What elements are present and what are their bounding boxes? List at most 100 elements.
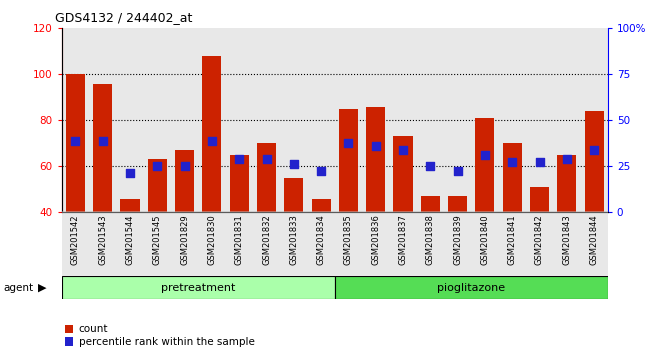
Point bbox=[98, 138, 108, 144]
Bar bbox=[62, 211, 89, 285]
Text: GSM201837: GSM201837 bbox=[398, 214, 408, 265]
Text: GSM201830: GSM201830 bbox=[207, 214, 216, 265]
Point bbox=[207, 138, 217, 144]
Text: GSM201831: GSM201831 bbox=[235, 214, 244, 265]
Bar bbox=[499, 28, 526, 212]
Bar bbox=[335, 28, 362, 212]
Point bbox=[343, 141, 354, 146]
Text: GSM201543: GSM201543 bbox=[98, 214, 107, 265]
Bar bbox=[362, 211, 389, 285]
Point bbox=[179, 164, 190, 169]
Bar bbox=[553, 28, 580, 212]
Point bbox=[125, 171, 135, 176]
Bar bbox=[144, 28, 171, 212]
Bar bbox=[584, 111, 604, 212]
Text: GSM201844: GSM201844 bbox=[590, 214, 599, 265]
Bar bbox=[257, 143, 276, 212]
Bar bbox=[417, 28, 444, 212]
Bar bbox=[366, 107, 385, 212]
Bar bbox=[526, 28, 553, 212]
Bar bbox=[580, 28, 608, 212]
Bar bbox=[66, 74, 85, 212]
Bar bbox=[148, 159, 167, 212]
Bar bbox=[307, 211, 335, 285]
Bar bbox=[417, 211, 444, 285]
Point bbox=[507, 159, 517, 165]
Bar bbox=[475, 118, 495, 212]
Bar bbox=[253, 28, 280, 212]
Bar bbox=[89, 211, 116, 285]
Point bbox=[316, 168, 326, 174]
Point bbox=[289, 161, 299, 167]
Point bbox=[480, 152, 490, 158]
Bar bbox=[284, 178, 304, 212]
Bar bbox=[93, 84, 112, 212]
Text: pioglitazone: pioglitazone bbox=[437, 282, 505, 293]
Bar bbox=[175, 150, 194, 212]
Bar bbox=[389, 211, 417, 285]
Legend: count, percentile rank within the sample: count, percentile rank within the sample bbox=[60, 320, 259, 351]
Bar bbox=[144, 211, 171, 285]
Bar bbox=[116, 28, 144, 212]
Bar bbox=[120, 199, 140, 212]
Point bbox=[398, 148, 408, 153]
Text: GSM201838: GSM201838 bbox=[426, 214, 435, 265]
Bar bbox=[335, 276, 608, 299]
Point bbox=[70, 138, 81, 144]
Point bbox=[562, 156, 572, 162]
Bar bbox=[339, 109, 358, 212]
Bar bbox=[307, 28, 335, 212]
Bar bbox=[530, 187, 549, 212]
Bar bbox=[198, 211, 226, 285]
Point bbox=[152, 164, 162, 169]
Point bbox=[370, 143, 381, 149]
Bar bbox=[311, 199, 331, 212]
Bar bbox=[198, 28, 226, 212]
Text: GSM201840: GSM201840 bbox=[480, 214, 489, 265]
Bar bbox=[421, 196, 440, 212]
Bar bbox=[471, 28, 499, 212]
Text: GSM201836: GSM201836 bbox=[371, 214, 380, 265]
Bar bbox=[62, 28, 89, 212]
Point bbox=[425, 164, 436, 169]
Text: GSM201842: GSM201842 bbox=[535, 214, 544, 265]
Text: ▶: ▶ bbox=[38, 282, 46, 293]
Bar bbox=[526, 211, 553, 285]
Text: GSM201832: GSM201832 bbox=[262, 214, 271, 265]
Point bbox=[234, 156, 244, 162]
Text: GSM201833: GSM201833 bbox=[289, 214, 298, 265]
Text: GDS4132 / 244402_at: GDS4132 / 244402_at bbox=[55, 11, 192, 24]
Text: pretreatment: pretreatment bbox=[161, 282, 235, 293]
Point bbox=[534, 159, 545, 165]
Text: agent: agent bbox=[3, 282, 33, 293]
Bar bbox=[253, 211, 280, 285]
Bar bbox=[557, 155, 577, 212]
Bar bbox=[226, 28, 253, 212]
Bar bbox=[89, 28, 116, 212]
Bar bbox=[226, 211, 253, 285]
Point bbox=[452, 168, 463, 174]
Text: GSM201829: GSM201829 bbox=[180, 214, 189, 265]
Text: GSM201544: GSM201544 bbox=[125, 214, 135, 265]
Bar bbox=[499, 211, 526, 285]
Point bbox=[261, 156, 272, 162]
Bar bbox=[448, 196, 467, 212]
Bar bbox=[280, 28, 307, 212]
Bar bbox=[362, 28, 389, 212]
Bar bbox=[62, 276, 335, 299]
Text: GSM201835: GSM201835 bbox=[344, 214, 353, 265]
Bar bbox=[229, 155, 249, 212]
Bar bbox=[171, 211, 198, 285]
Text: GSM201834: GSM201834 bbox=[317, 214, 326, 265]
Bar bbox=[389, 28, 417, 212]
Text: GSM201542: GSM201542 bbox=[71, 214, 80, 265]
Bar bbox=[393, 136, 413, 212]
Bar bbox=[171, 28, 198, 212]
Bar bbox=[280, 211, 307, 285]
Bar bbox=[444, 28, 471, 212]
Text: GSM201843: GSM201843 bbox=[562, 214, 571, 265]
Text: GSM201839: GSM201839 bbox=[453, 214, 462, 265]
Text: GSM201841: GSM201841 bbox=[508, 214, 517, 265]
Text: GSM201545: GSM201545 bbox=[153, 214, 162, 265]
Bar bbox=[202, 56, 222, 212]
